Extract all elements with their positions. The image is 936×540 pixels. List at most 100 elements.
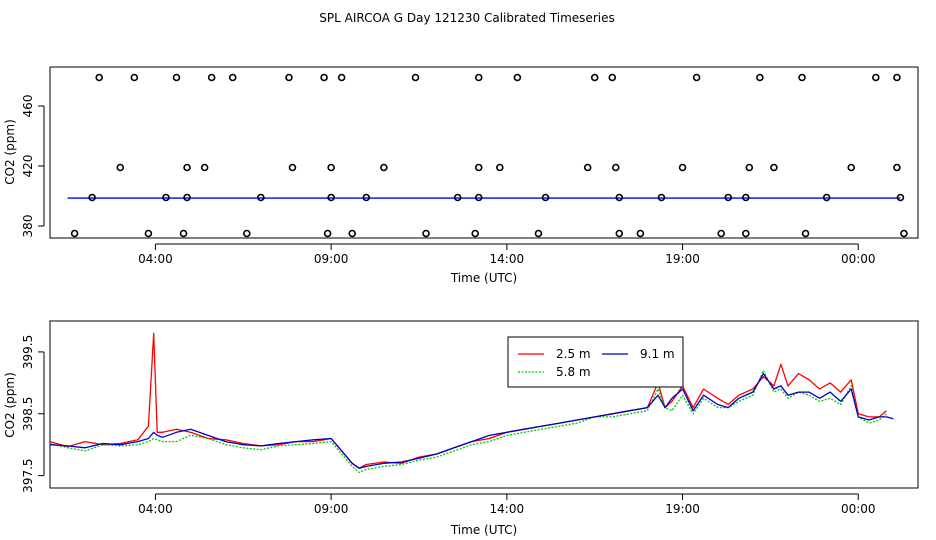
top-scatter-point — [348, 229, 357, 238]
top-scatter-point — [144, 229, 153, 238]
bottom-x-tick-label: 14:00 — [490, 502, 525, 516]
top-scatter-point — [636, 229, 645, 238]
top-scatter-point — [678, 163, 687, 172]
top-x-tick-label: 14:00 — [490, 252, 525, 266]
top-scatter-point — [183, 163, 191, 172]
legend-box — [507, 336, 684, 388]
top-scatter-point — [172, 73, 181, 82]
top-scatter-point — [471, 229, 480, 238]
bottom-y-tick-label: 399.5 — [21, 335, 35, 369]
top-scatter-point — [116, 163, 125, 172]
legend-label-2-5m: 2.5 m — [556, 347, 591, 361]
bottom-y-tick-label: 398.5 — [21, 397, 35, 431]
top-scatter-point — [770, 163, 778, 172]
top-scatter-point — [742, 193, 750, 202]
top-scatter-point — [541, 193, 550, 202]
series-line-2-5-m — [49, 332, 887, 469]
top-scatter-point — [183, 193, 191, 202]
top-x-tick-label: 00:00 — [841, 252, 876, 266]
top-scatter-point — [615, 193, 624, 202]
bottom-x-tick-label: 04:00 — [138, 502, 173, 516]
top-y-axis: 380 420 460 — [21, 95, 45, 238]
bottom-x-tick-label: 09:00 — [314, 502, 349, 516]
top-scatter-point — [513, 73, 522, 82]
top-scatter-point — [608, 73, 617, 82]
top-scatter-point — [896, 193, 905, 202]
top-scatter-point — [411, 73, 420, 82]
top-scatter-point — [327, 163, 335, 172]
bottom-y-axis-label: CO2 (ppm) — [3, 372, 17, 438]
top-scatter-point — [288, 163, 297, 172]
legend-label-9-1m: 9.1 m — [640, 347, 675, 361]
legend-label-5-8m: 5.8 m — [556, 365, 591, 379]
top-x-tick-label: 04:00 — [138, 252, 173, 266]
bottom-plot-frame — [49, 320, 919, 489]
top-scatter-point — [327, 193, 335, 202]
top-x-axis: 04:00 09:00 14:00 19:00 00:00 — [138, 243, 876, 266]
top-scatter-point — [801, 229, 810, 238]
top-scatter-point — [590, 73, 599, 82]
top-scatter-point — [70, 229, 79, 238]
top-scatter-point — [717, 229, 726, 238]
top-scatter-point — [179, 229, 188, 238]
top-scatter-points — [70, 73, 908, 238]
top-scatter-point — [872, 73, 880, 82]
top-scatter-point — [228, 73, 237, 82]
top-scatter-point — [88, 193, 96, 202]
top-scatter-point — [822, 193, 831, 202]
top-scatter-point — [534, 229, 543, 238]
top-scatter-point — [320, 73, 328, 82]
bottom-y-tick-label: 397.5 — [21, 458, 35, 492]
top-scatter-point — [893, 163, 901, 172]
bottom-x-axis-label: Time (UTC) — [450, 523, 517, 537]
top-scatter-point — [724, 193, 733, 202]
top-scatter-point — [474, 163, 483, 172]
top-x-axis-label: Time (UTC) — [450, 271, 517, 285]
top-scatter-point — [742, 229, 750, 238]
bottom-x-axis: 04:00 09:00 14:00 19:00 00:00 — [138, 493, 876, 516]
top-scatter-point — [657, 193, 666, 202]
bottom-x-tick-label: 19:00 — [665, 502, 700, 516]
bottom-x-tick-label: 00:00 — [841, 502, 876, 516]
top-scatter-point — [95, 73, 103, 82]
top-scatter-point — [496, 163, 504, 172]
top-scatter-point — [207, 73, 216, 82]
series-line-9-1-m — [49, 372, 894, 469]
bottom-y-axis: 397.5 398.5 399.5 — [21, 335, 45, 493]
top-y-tick-label: 460 — [21, 95, 35, 118]
top-scatter-point — [242, 229, 251, 238]
figure-title: SPL AIRCOA G Day 121230 Calibrated Times… — [319, 11, 614, 25]
top-scatter-point — [285, 73, 293, 82]
top-scatter-point — [422, 229, 430, 238]
top-scatter-point — [474, 73, 483, 82]
top-scatter-point — [257, 193, 265, 202]
bottom-panel: 04:00 09:00 14:00 19:00 00:00 397.5 398.5 399.… — [3, 320, 919, 537]
top-scatter-point — [362, 193, 371, 202]
bottom-line-series — [49, 332, 894, 474]
top-scatter-point — [798, 73, 806, 82]
top-scatter-point — [474, 193, 483, 202]
top-scatter-point — [847, 163, 856, 172]
top-scatter-point — [692, 73, 701, 82]
top-panel: 04:00 09:00 14:00 19:00 00:00 380 420 460 Time… — [3, 66, 919, 285]
top-scatter-point — [380, 163, 388, 172]
top-y-axis-label: CO2 (ppm) — [3, 119, 17, 185]
top-scatter-point — [615, 229, 624, 238]
top-scatter-point — [756, 73, 764, 82]
top-scatter-point — [893, 73, 901, 82]
top-scatter-point — [323, 229, 332, 238]
top-scatter-point — [130, 73, 139, 82]
top-scatter-point — [900, 229, 908, 238]
top-scatter-point — [611, 163, 620, 172]
series-line-5-8-m — [49, 369, 887, 474]
top-scatter-point — [337, 73, 346, 82]
top-scatter-point — [200, 163, 209, 172]
top-scatter-point — [583, 163, 592, 172]
top-y-tick-label: 420 — [21, 155, 35, 178]
top-x-tick-label: 19:00 — [665, 252, 700, 266]
legend: 2.5 m 9.1 m 5.8 m — [507, 336, 684, 388]
top-y-tick-label: 380 — [21, 215, 35, 238]
top-plot-frame — [49, 66, 919, 239]
top-scatter-point — [745, 163, 754, 172]
